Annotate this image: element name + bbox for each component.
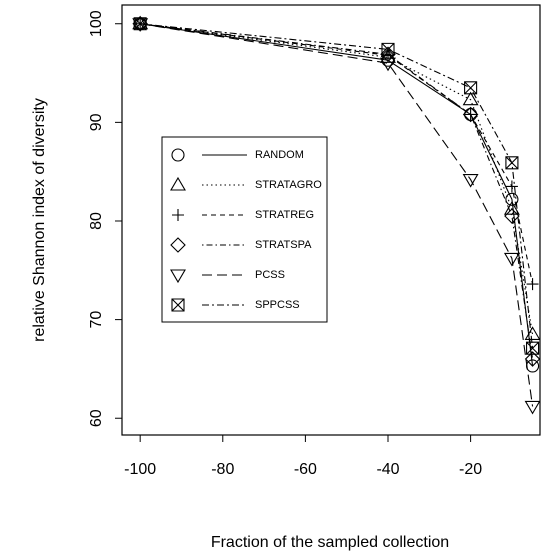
y-axis-title: relative Shannon index of diversity	[31, 98, 48, 342]
marker	[464, 81, 478, 95]
legend: RANDOM STRATAGRO STRATREG STRATSPA PCSS SPPCS…	[161, 136, 328, 323]
marker	[381, 42, 395, 56]
y-tick-label: 60	[88, 409, 105, 427]
marker	[171, 148, 185, 162]
marker	[171, 298, 185, 312]
x-tick-label: -20	[459, 461, 482, 478]
marker	[170, 237, 186, 253]
legend-label: PCSS	[255, 269, 285, 281]
x-tick-label: -100	[124, 461, 156, 478]
series-line	[140, 23, 534, 360]
marker	[172, 209, 184, 221]
x-axis-title: Fraction of the sampled collection	[211, 534, 449, 551]
legend-label: SPPCSS	[255, 299, 300, 311]
legend-box	[161, 136, 328, 323]
marker	[462, 91, 479, 106]
legend-label: STRATREG	[255, 209, 314, 221]
y-tick-label: 90	[88, 113, 105, 131]
marker	[380, 57, 396, 72]
legend-label: RANDOM	[255, 149, 304, 161]
marker	[380, 46, 396, 63]
y-tick-label: 100	[88, 10, 105, 37]
marker	[505, 156, 519, 170]
marker	[133, 17, 147, 31]
marker	[526, 341, 540, 355]
legend-label: STRATSPA	[255, 239, 312, 251]
y-tick-label: 70	[88, 311, 105, 329]
marker	[524, 400, 541, 415]
marker	[505, 192, 519, 206]
marker	[462, 106, 479, 123]
marker	[170, 269, 186, 284]
y-tick-label: 80	[88, 212, 105, 230]
series-line	[140, 23, 534, 335]
series-line	[140, 23, 534, 407]
legend-label: STRATAGRO	[255, 179, 322, 191]
marker	[462, 174, 479, 188]
marker	[505, 180, 518, 193]
marker	[132, 18, 149, 32]
marker	[170, 176, 186, 191]
marker	[504, 208, 520, 224]
marker	[524, 351, 541, 367]
x-tick-label: -80	[211, 461, 234, 478]
marker	[526, 278, 539, 291]
marker	[524, 326, 541, 340]
x-tick-label: -40	[376, 461, 399, 478]
x-tick-label: -60	[294, 461, 317, 478]
marker	[503, 252, 520, 267]
marker	[380, 49, 396, 63]
plot-frame	[121, 4, 541, 436]
